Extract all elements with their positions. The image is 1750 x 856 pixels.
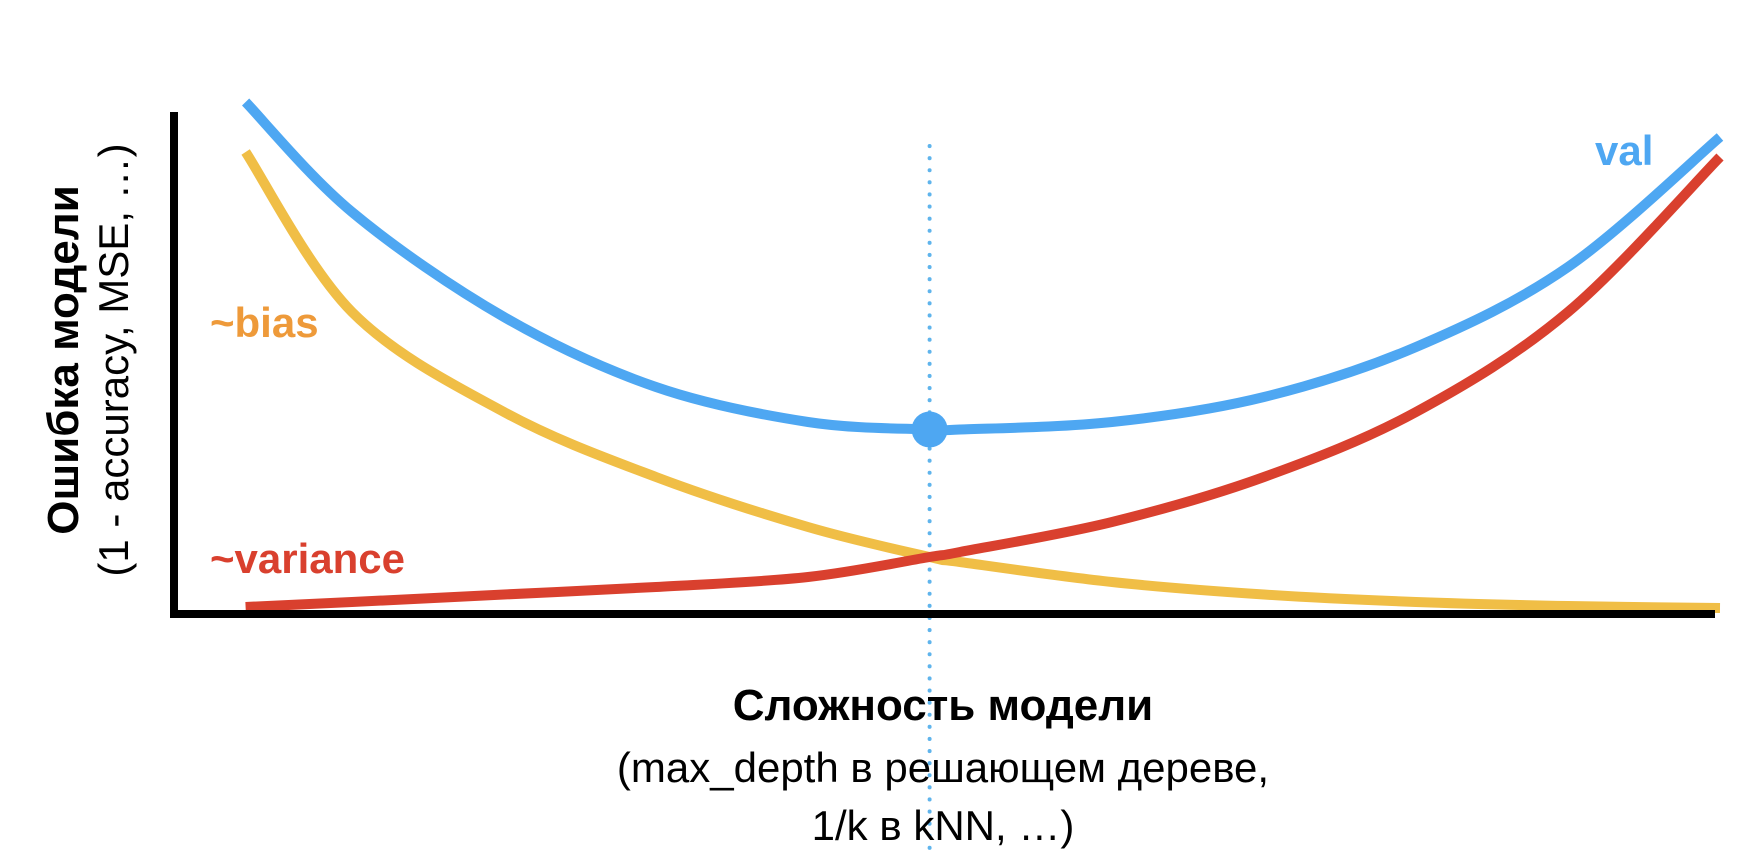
series-line-val	[242, 98, 1724, 436]
series-line-variance	[245, 153, 1724, 612]
y-axis-sublabel: (1 - accuracy, MSE, …)	[90, 143, 137, 576]
series-layer	[241, 98, 1724, 856]
series-label-val: val	[1595, 127, 1653, 174]
series-line-bias	[241, 149, 1721, 613]
series-label-variance: ~variance	[210, 535, 405, 582]
y-axis-label: Ошибка модели	[39, 185, 88, 535]
series-label-bias: ~bias	[210, 299, 319, 346]
x-axis-sublabel-line1: (max_depth в решающем дереве,	[617, 744, 1269, 791]
x-axis-label: Сложность модели	[733, 681, 1153, 730]
series-labels: val ~bias ~variance	[210, 127, 1653, 582]
x-axis-sublabel-line2: 1/k в kNN, …)	[812, 802, 1075, 849]
optimum-marker	[911, 411, 948, 448]
